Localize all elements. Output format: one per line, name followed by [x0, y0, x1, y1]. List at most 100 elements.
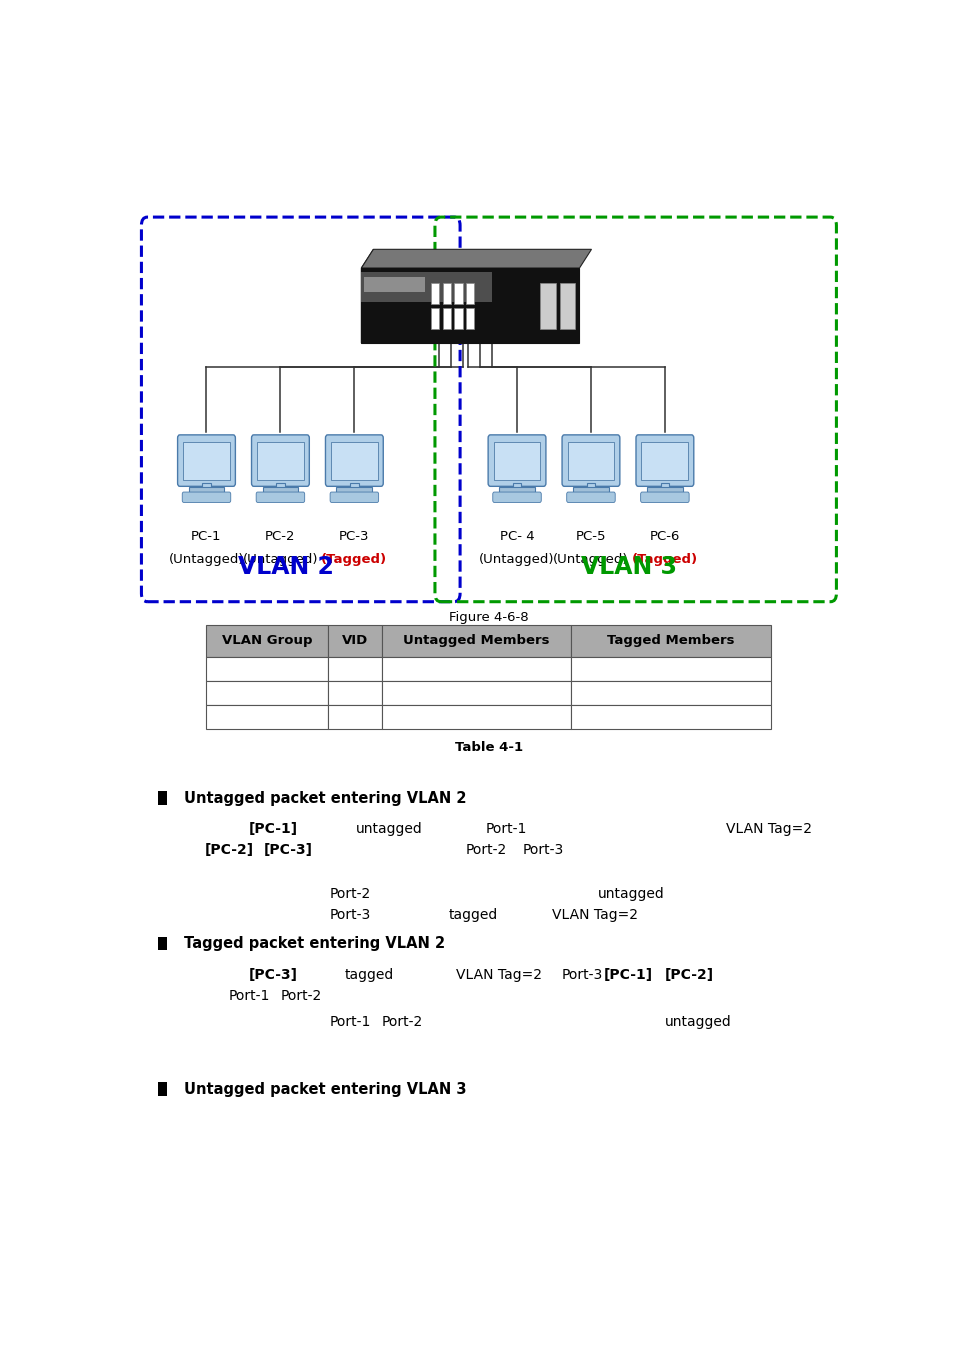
Bar	[431, 284, 439, 304]
Bar	[559, 284, 575, 329]
Text: Port-1: Port-1	[330, 1015, 371, 1029]
Bar	[513, 483, 520, 494]
Text: [PC-3]: [PC-3]	[249, 968, 297, 981]
Text: VLAN 2: VLAN 2	[237, 555, 334, 579]
Bar	[206, 625, 328, 657]
Bar	[361, 271, 492, 301]
Text: Port-2: Port-2	[280, 988, 321, 1003]
FancyBboxPatch shape	[182, 491, 231, 502]
Text: Port-3: Port-3	[560, 968, 602, 981]
Bar	[206, 657, 328, 680]
Text: VLAN 3: VLAN 3	[580, 555, 677, 579]
FancyBboxPatch shape	[561, 435, 619, 486]
Polygon shape	[361, 250, 591, 269]
Bar	[202, 483, 211, 494]
Bar	[465, 284, 474, 304]
Bar	[381, 625, 570, 657]
Text: (Untagged): (Untagged)	[169, 554, 244, 566]
Text: PC- 4: PC- 4	[499, 531, 534, 543]
Bar	[493, 441, 540, 479]
Text: Port-2: Port-2	[465, 844, 506, 857]
Text: VLAN Tag=2: VLAN Tag=2	[551, 907, 638, 922]
Bar	[431, 308, 439, 329]
Bar	[381, 705, 570, 729]
Bar	[465, 308, 474, 329]
Bar	[276, 483, 284, 494]
Text: VLAN Tag=2: VLAN Tag=2	[456, 968, 541, 981]
Text: Tagged Members: Tagged Members	[607, 634, 734, 647]
Text: (Untagged): (Untagged)	[478, 554, 555, 566]
Bar	[570, 657, 771, 680]
FancyBboxPatch shape	[177, 435, 235, 486]
Text: [PC-1]: [PC-1]	[603, 968, 652, 981]
Text: untagged: untagged	[664, 1015, 731, 1029]
Text: Table 4-1: Table 4-1	[455, 741, 522, 755]
Bar	[256, 441, 304, 479]
Text: (Untagged): (Untagged)	[242, 554, 318, 566]
Bar	[442, 284, 451, 304]
Bar	[157, 937, 167, 950]
FancyBboxPatch shape	[330, 491, 378, 502]
Text: Untagged packet entering VLAN 3: Untagged packet entering VLAN 3	[183, 1081, 466, 1096]
Text: Port-3: Port-3	[330, 907, 371, 922]
Bar	[567, 441, 614, 479]
Text: Port-1: Port-1	[485, 822, 526, 837]
Bar	[646, 487, 682, 494]
Text: VLAN Group: VLAN Group	[222, 634, 313, 647]
Bar	[331, 441, 377, 479]
FancyBboxPatch shape	[566, 491, 615, 502]
FancyBboxPatch shape	[488, 435, 545, 486]
Bar	[381, 680, 570, 705]
Text: Figure 4-6-8: Figure 4-6-8	[449, 612, 528, 624]
Text: Port-1: Port-1	[229, 988, 270, 1003]
Text: PC-3: PC-3	[338, 531, 369, 543]
Bar	[183, 441, 230, 479]
Text: [PC-1]: [PC-1]	[249, 822, 297, 837]
FancyBboxPatch shape	[493, 491, 540, 502]
Text: VLAN Tag=2: VLAN Tag=2	[724, 822, 811, 837]
Text: PC-2: PC-2	[265, 531, 295, 543]
Text: Untagged packet entering VLAN 2: Untagged packet entering VLAN 2	[183, 791, 466, 806]
FancyBboxPatch shape	[256, 491, 304, 502]
Text: Port-3: Port-3	[521, 844, 563, 857]
Bar	[328, 657, 381, 680]
Text: untagged: untagged	[598, 887, 664, 900]
Text: (Tagged): (Tagged)	[631, 554, 698, 566]
Text: [PC-3]: [PC-3]	[263, 844, 312, 857]
Bar	[570, 625, 771, 657]
Text: (Untagged): (Untagged)	[553, 554, 628, 566]
FancyBboxPatch shape	[252, 435, 309, 486]
Bar	[570, 680, 771, 705]
Text: [PC-2]: [PC-2]	[664, 968, 713, 981]
Bar	[660, 483, 668, 494]
FancyBboxPatch shape	[636, 435, 693, 486]
Text: Port-2: Port-2	[381, 1015, 422, 1029]
Text: VID: VID	[341, 634, 368, 647]
Bar	[454, 308, 462, 329]
Text: Untagged Members: Untagged Members	[402, 634, 549, 647]
Text: PC-1: PC-1	[191, 531, 221, 543]
Polygon shape	[361, 250, 373, 343]
Text: PC-5: PC-5	[575, 531, 605, 543]
Bar	[573, 487, 608, 494]
Bar	[157, 1083, 167, 1096]
Text: tagged: tagged	[448, 907, 497, 922]
Bar	[336, 487, 372, 494]
Text: Port-2: Port-2	[330, 887, 371, 900]
Bar	[328, 625, 381, 657]
Bar	[189, 487, 224, 494]
Bar	[206, 705, 328, 729]
Text: [PC-2]: [PC-2]	[204, 844, 253, 857]
Bar	[363, 277, 424, 292]
Text: PC-6: PC-6	[649, 531, 679, 543]
Bar	[570, 705, 771, 729]
Bar	[206, 680, 328, 705]
Bar	[157, 791, 167, 805]
Bar	[361, 269, 578, 343]
Bar	[262, 487, 298, 494]
Bar	[454, 284, 462, 304]
Bar	[442, 308, 451, 329]
Text: (Tagged): (Tagged)	[321, 554, 387, 566]
Text: untagged: untagged	[355, 822, 422, 837]
Bar	[539, 284, 555, 329]
